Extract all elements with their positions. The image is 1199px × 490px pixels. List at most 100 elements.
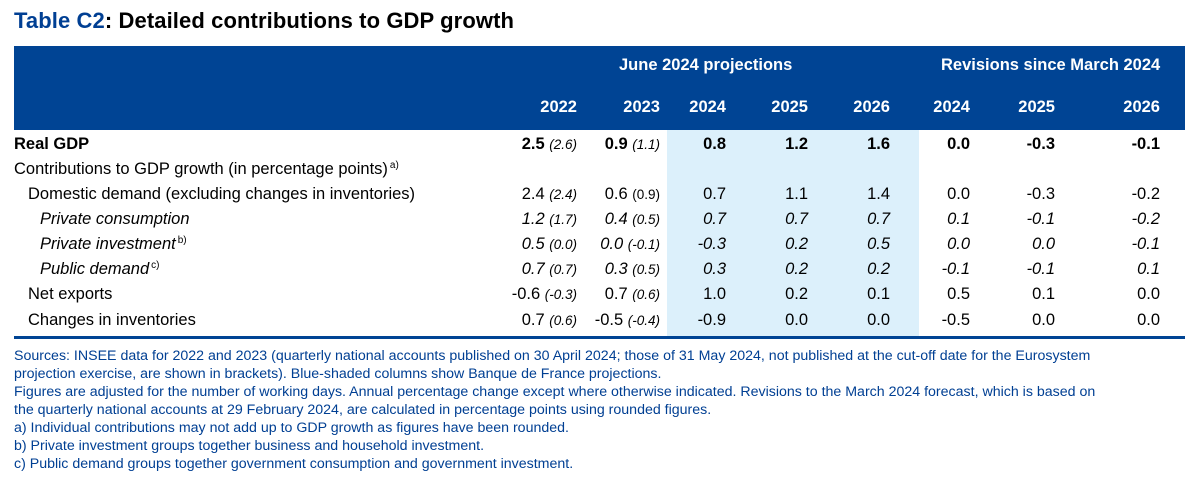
cell-value: 2.4 (521, 185, 545, 203)
header-revision-2025: 2025 (1018, 98, 1055, 116)
cell-v2023: 0.6 (0.9) (580, 185, 660, 204)
header-revision-2026: 2026 (1123, 98, 1160, 116)
note-method-2: the quarterly national accounts at 29 Fe… (14, 402, 712, 418)
row-label: Changes in inventories (28, 311, 196, 330)
row-label-text: Real GDP (14, 135, 90, 153)
table-row: Contributions to GDP growth (in percenta… (0, 157, 1199, 182)
cell-bracket-value: (2.4) (549, 187, 577, 202)
cell-p2025: 0.2 (785, 260, 808, 278)
table-row: Domestic demand (excluding changes in in… (0, 182, 1199, 207)
row-label: Domestic demand (excluding changes in in… (28, 185, 415, 204)
cell-bracket-value: (2.6) (549, 137, 577, 152)
cell-value: 0.3 (604, 260, 628, 278)
row-label: Private consumption (40, 210, 190, 229)
cell-r2025: -0.1 (1026, 210, 1055, 228)
cell-bracket-value: (0.0) (549, 237, 577, 252)
cell-p2024: 1.0 (703, 285, 726, 303)
table-title: Table C2: Detailed contributions to GDP … (14, 8, 514, 34)
cell-bracket-value: (1.7) (549, 212, 577, 227)
row-label-text: Changes in inventories (28, 311, 196, 329)
cell-r2024: -0.1 (941, 260, 970, 278)
row-label-text: Public demand (40, 260, 150, 278)
cell-r2026: -0.1 (1131, 235, 1160, 253)
footnote-marker: b) (177, 235, 187, 246)
header-group-revisions: Revisions since March 2024 (941, 56, 1161, 74)
cell-value: -0.5 (594, 311, 624, 329)
header-revision-2024: 2024 (933, 98, 970, 116)
cell-p2026: 0.7 (867, 210, 890, 228)
row-label-text: Private consumption (40, 210, 190, 228)
cell-r2024: 0.0 (947, 235, 970, 253)
table-row: Real GDP 2.5 (2.6) 0.9 (1.1) 0.8 1.2 1.6 0.0 -0… (0, 132, 1199, 157)
projection-shading (667, 130, 919, 337)
cell-v2023: 0.7 (0.6) (580, 285, 660, 304)
cell-p2025: 0.0 (785, 311, 808, 329)
cell-p2026: 0.1 (867, 285, 890, 303)
cell-v2022: 2.5 (2.6) (480, 135, 577, 154)
cell-bracket-value: (0.5) (632, 212, 660, 227)
row-label: Private investment b) (40, 235, 187, 254)
table-notes: Sources: INSEE data for 2022 and 2023 (q… (14, 347, 1194, 473)
cell-p2026: 1.4 (867, 185, 890, 203)
cell-value: 2.5 (521, 135, 545, 153)
cell-r2026: 0.0 (1137, 285, 1160, 303)
table-row: Net exports -0.6 (-0.3) 0.7 (0.6) 1.0 0.2 0.1… (0, 282, 1199, 307)
cell-p2026: 0.0 (867, 311, 890, 329)
cell-p2025: 0.2 (785, 235, 808, 253)
cell-value: 0.7 (604, 285, 628, 303)
header-year-2025: 2025 (771, 98, 808, 116)
cell-r2026: -0.2 (1131, 210, 1160, 228)
cell-value: 0.7 (521, 311, 545, 329)
header-year-2026: 2026 (853, 98, 890, 116)
cell-v2023: 0.9 (1.1) (580, 135, 660, 154)
row-label-text: Domestic demand (excluding changes in in… (28, 185, 416, 203)
cell-r2025: 0.0 (1032, 311, 1055, 329)
cell-v2023: 0.0 (-0.1) (580, 235, 660, 254)
cell-r2025: 0.0 (1032, 235, 1055, 253)
row-label: Public demand c) (40, 260, 160, 279)
cell-v2023: 0.4 (0.5) (580, 210, 660, 229)
table-row: Changes in inventories 0.7 (0.6) -0.5 (-0.… (0, 308, 1199, 333)
row-label: Contributions to GDP growth (in percenta… (14, 160, 399, 179)
header-year-2022: 2022 (540, 98, 577, 116)
cell-value: 0.0 (600, 235, 624, 253)
cell-bracket-value: (-0.3) (544, 287, 577, 302)
cell-value: 0.4 (604, 210, 628, 228)
table-header (14, 46, 1185, 130)
cell-r2024: 0.0 (947, 135, 970, 153)
cell-r2026: -0.2 (1131, 185, 1160, 203)
cell-p2024: 0.7 (703, 210, 726, 228)
cell-r2025: -0.1 (1026, 260, 1055, 278)
cell-r2024: -0.5 (941, 311, 970, 329)
table-bottom-rule (14, 336, 1185, 339)
cell-bracket-value: (0.6) (549, 313, 577, 328)
cell-bracket-value: (-0.4) (627, 313, 660, 328)
table-row: Private consumption 1.2 (1.7) 0.4 (0.5) 0.7… (0, 207, 1199, 232)
cell-r2026: 0.1 (1137, 260, 1160, 278)
row-label-text: Contributions to GDP growth (in percenta… (14, 160, 388, 178)
cell-v2023: -0.5 (-0.4) (580, 311, 660, 330)
cell-r2024: 0.0 (947, 185, 970, 203)
cell-r2024: 0.1 (947, 210, 970, 228)
note-method-1: Figures are adjusted for the number of w… (14, 384, 1096, 400)
cell-v2022: 0.5 (0.0) (480, 235, 577, 254)
cell-v2022: -0.6 (-0.3) (480, 285, 577, 304)
cell-r2025: -0.3 (1026, 135, 1055, 153)
cell-v2022: 0.7 (0.6) (480, 311, 577, 330)
cell-r2025: -0.3 (1026, 185, 1055, 203)
cell-p2025: 1.2 (785, 135, 808, 153)
footnote-c: c) Public demand groups together governm… (14, 456, 574, 472)
footnote-marker: c) (151, 260, 160, 271)
cell-p2026: 1.6 (867, 135, 890, 153)
row-label: Real GDP (14, 135, 89, 154)
cell-value: 0.6 (604, 185, 628, 203)
note-sources-2: projection exercise, are shown in bracke… (14, 366, 662, 382)
cell-value: -0.6 (511, 285, 541, 303)
cell-p2026: 0.2 (867, 260, 890, 278)
cell-v2022: 0.7 (0.7) (480, 260, 577, 279)
table-number: Table C2 (14, 8, 105, 33)
table-row: Public demand c) 0.7 (0.7) 0.3 (0.5) 0.3 0.2 0… (0, 257, 1199, 282)
table-title-text: : Detailed contributions to GDP growth (104, 8, 515, 33)
cell-bracket-value: (0.5) (632, 262, 660, 277)
footnote-b: b) Private investment groups together bu… (14, 438, 485, 454)
